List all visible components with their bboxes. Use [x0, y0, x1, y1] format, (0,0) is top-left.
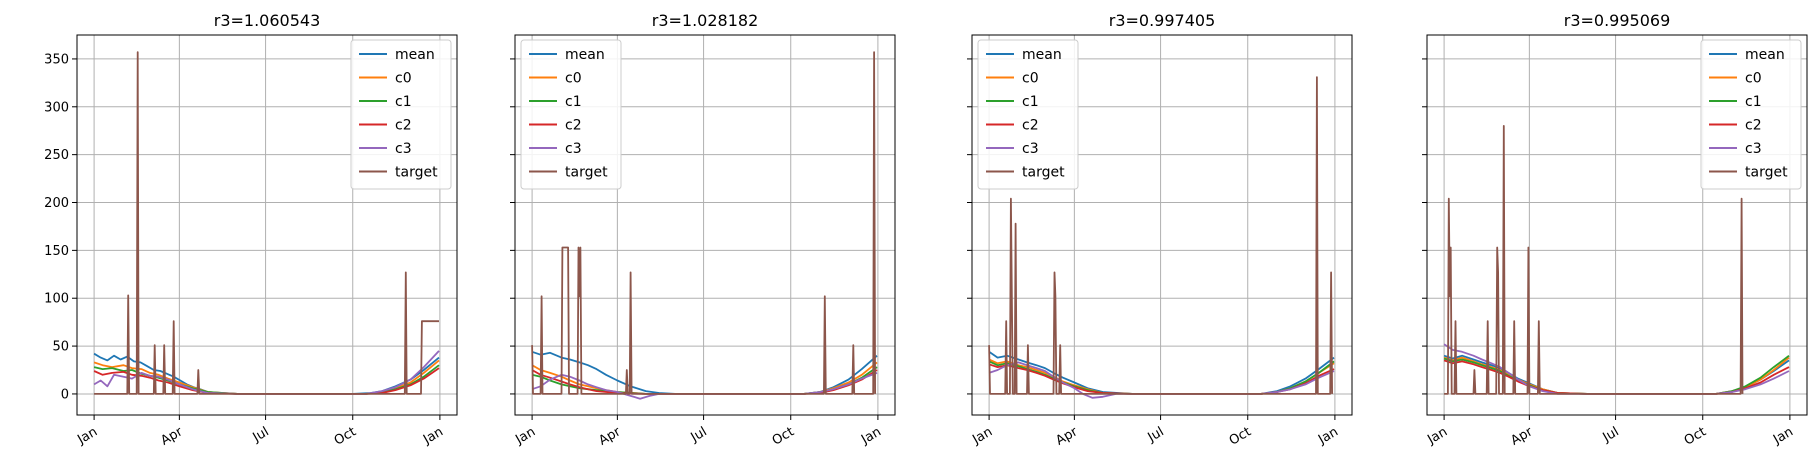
x-tick-label: Jan [512, 424, 538, 448]
x-tick-label: Jan [1424, 424, 1450, 448]
legend-label-target: target [565, 165, 608, 181]
axes-frame [76, 34, 458, 416]
chart-title: r3=0.997405 [1109, 11, 1216, 30]
chart-panel-2: r3=1.028182 Jan Apr Jul Oct Jan mean c0 c1 c2 c3 ta… [510, 11, 896, 449]
x-tick-label: Jul [688, 424, 710, 445]
series-line-target [988, 76, 1333, 395]
series-line-c3 [1443, 343, 1790, 395]
x-tick-label: Jul [1600, 424, 1622, 445]
legend-label-c0: c0 [395, 71, 412, 87]
x-tick-label: Jan [420, 424, 446, 448]
legend-label-c2: c2 [1022, 118, 1039, 134]
legend-label-c2: c2 [565, 118, 582, 134]
x-tick-label: Jul [250, 424, 272, 445]
x-tick-label: Jan [1770, 424, 1796, 448]
x-tick-label: Oct [770, 424, 797, 448]
legend-label-target: target [395, 165, 438, 181]
legend-label-c3: c3 [565, 141, 582, 157]
x-tick-label: Jan [74, 424, 100, 448]
y-tick-label: 50 [52, 340, 69, 355]
series-line-target [531, 51, 876, 395]
series-line-c3 [988, 361, 1335, 399]
legend-label-c0: c0 [565, 71, 582, 87]
legend-label-c3: c3 [1745, 141, 1762, 157]
series-line-c2 [93, 367, 440, 395]
legend-label-c0: c0 [1745, 71, 1762, 87]
x-tick-label: Oct [1227, 424, 1254, 448]
y-tick-label: 200 [44, 196, 69, 211]
legend-label-target: target [1745, 165, 1788, 181]
x-tick-label: Apr [596, 424, 624, 449]
chart-title: r3=1.028182 [652, 11, 759, 30]
y-tick-label: 250 [44, 148, 69, 163]
series-line-c0 [93, 359, 440, 395]
series-line-target [94, 51, 439, 395]
series-line-c3 [93, 350, 440, 395]
legend: mean c0 c1 c2 c3 target [350, 39, 452, 190]
legend-label-mean: mean [1022, 47, 1062, 63]
legend-label-mean: mean [1745, 47, 1785, 63]
legend-label-c2: c2 [395, 118, 412, 134]
x-tick-label: Apr [1053, 424, 1081, 449]
legend: mean c0 c1 c2 c3 target [520, 39, 622, 190]
legend-label-c1: c1 [1745, 94, 1762, 110]
chart-title: r3=1.060543 [214, 11, 321, 30]
series-line-target [1444, 125, 1744, 395]
legend-label-c3: c3 [1022, 141, 1039, 157]
chart-title: r3=0.995069 [1564, 11, 1671, 30]
legend: mean c0 c1 c2 c3 target [977, 39, 1079, 190]
x-tick-label: Apr [1508, 424, 1536, 449]
legend-label-c3: c3 [395, 141, 412, 157]
y-tick-label: 100 [44, 292, 69, 307]
legend-label-c2: c2 [1745, 118, 1762, 134]
x-tick-label: Oct [332, 424, 359, 448]
axes-frame [971, 34, 1353, 416]
x-tick-label: Apr [158, 424, 186, 449]
x-tick-label: Jan [969, 424, 995, 448]
x-tick-label: Oct [1682, 424, 1709, 448]
chart-panel-3: r3=0.997405 Jan Apr Jul Oct Jan mean c0 c1 c2 c3 ta… [967, 11, 1353, 449]
y-tick-label: 300 [44, 100, 69, 115]
axes-frame [514, 34, 896, 416]
y-tick-label: 150 [44, 244, 69, 259]
x-tick-label: Jan [1315, 424, 1341, 448]
y-tick-label: 350 [44, 52, 69, 67]
legend-label-c1: c1 [395, 94, 412, 110]
series-line-mean [988, 351, 1335, 395]
legend-label-c1: c1 [1022, 94, 1039, 110]
legend-label-mean: mean [395, 47, 435, 63]
legend: mean c0 c1 c2 c3 target [1700, 39, 1802, 190]
y-tick-label: 0 [61, 387, 69, 402]
axes-frame [1426, 34, 1808, 416]
legend-label-c0: c0 [1022, 71, 1039, 87]
chart-panel-1: r3=1.060543 0 50 100 150 200 250 300 350 Jan Apr Ju… [44, 11, 458, 449]
legend-label-target: target [1022, 165, 1065, 181]
x-tick-label: Jul [1145, 424, 1167, 445]
x-tick-label: Jan [858, 424, 884, 448]
chart-panel-4: r3=0.995069 Jan Apr Jul Oct Jan mean c0 c1 c2 c3 ta… [1422, 11, 1808, 449]
legend-label-mean: mean [565, 47, 605, 63]
legend-label-c1: c1 [565, 94, 582, 110]
